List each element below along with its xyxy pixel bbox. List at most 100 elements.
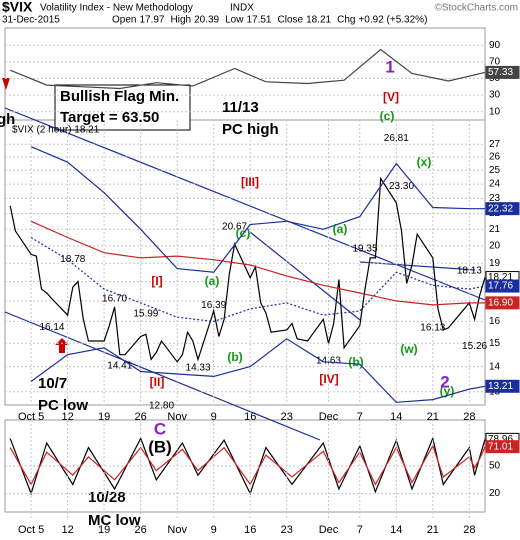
x-tick-label: 21 [427,524,439,536]
x-tick-label: 19 [98,524,110,536]
end-label: 16.90 [488,298,513,309]
wave-label: (c) [380,109,395,123]
up-arrow [55,338,69,353]
wave-label: 1 [385,57,394,76]
x-tick-label: 26 [135,524,147,536]
quote-value: +0.92 (+5.32%) [358,15,427,26]
x-tick-label: Dec [319,411,339,423]
series-line [30,146,485,273]
quote: Open 17.97 High 20.39 Low 17.51 Close 18.21 Chg +… [112,15,427,26]
end-label-box [485,202,520,216]
exchange: INDX [230,3,254,14]
y-tick-label: 16 [489,316,501,327]
pivot-label: 16.14 [39,322,64,333]
x-tick-label: Nov [167,524,187,536]
trend-line [359,261,476,271]
x-tick-label: Nov [167,411,187,423]
source: ©StockCharts.com [434,3,518,14]
y-tick-label: 23 [489,193,501,204]
series-line [30,338,486,403]
y-tick-label: 50 [489,461,501,472]
wave-label: (w) [400,342,417,356]
quote-label: Low [225,15,244,26]
trend-line [249,231,361,321]
x-tick-label: Dec [319,524,339,536]
pivot-label: 18.78 [60,254,85,265]
end-label-box [485,65,520,79]
pivot-label: 26.81 [384,133,409,144]
wave-label: C [154,419,166,438]
y-tick-label: 27 [489,139,501,150]
wave-label: [III] [241,175,259,189]
pivot-label: 16.13 [420,322,445,333]
series-line [9,444,486,486]
series-line [30,220,485,306]
quote-label: High [171,15,192,26]
x-tick-label: 23 [281,524,293,536]
wave-label: [V] [383,90,399,104]
quote-label: Close [278,15,304,26]
x-tick-label: 16 [244,524,256,536]
end-label: 18.21 [488,272,513,283]
y-tick-label: 70 [489,57,501,68]
quote-label: Open [112,15,136,26]
x-tick-label: 19 [98,411,110,423]
pivot-label: 15.26 [462,341,487,352]
note: MC low [88,512,141,529]
wave-label: (a) [205,274,220,288]
x-tick-label: 28 [463,524,475,536]
x-tick-label: Oct 5 [18,524,44,536]
pivot-label: 15.99 [133,308,158,319]
quote-value: 17.97 [139,15,164,26]
y-tick-label: 30 [489,90,501,101]
pivot-label: 20.67 [222,221,247,232]
wave-label: 2 [440,372,449,391]
end-label: 17.76 [488,281,513,292]
pivot-label: 14.33 [186,362,211,373]
pivot-label: 14.63 [316,355,341,366]
y-tick-label: 14 [489,361,501,372]
quote-value: 20.39 [194,15,219,26]
end-label-box [485,296,520,310]
x-tick-label: 14 [390,411,402,423]
pivot-label: 23.30 [389,181,414,192]
note: 11/13 [222,99,259,116]
end-label: 22.32 [488,203,513,214]
quote-value: 18.21 [306,15,331,26]
series-line [9,176,486,363]
date: 31-Dec-2015 [2,15,60,26]
end-label: 13.21 [488,381,513,392]
y-tick-label: 10 [489,106,501,117]
wave-label: [II] [150,375,165,389]
quote-value: 17.51 [246,15,271,26]
note: 10/7 [38,375,67,392]
note: Bullish Flag Min. [60,88,179,105]
y-tick-label: 90 [489,40,501,51]
end-label: 78.96 [488,434,513,445]
y-tick-label: 21 [489,224,501,235]
x-tick-label: 7 [357,524,363,536]
index-name: Volatility Index - New Methodology [40,3,193,14]
series-line [9,48,486,90]
y-tick-label: 19 [489,258,501,269]
quote-label: Chg [337,15,355,26]
pivot-label: 19.35 [352,244,377,255]
x-tick-label: 14 [390,524,402,536]
x-tick-label: 12 [61,524,73,536]
note-box [54,84,191,131]
wave-label: (x) [417,155,432,169]
y-tick-label: 20 [489,488,501,499]
y-tick-label: 15 [489,338,501,349]
note: Target = 63.50 [60,109,159,126]
y-tick-label: 25 [489,165,501,176]
x-tick-label: 26 [135,411,147,423]
x-tick-label: 21 [427,411,439,423]
x-tick-label: Oct 5 [18,411,44,423]
wave-label: (b) [227,350,242,364]
x-tick-label: 28 [463,411,475,423]
pivot-label: 16.70 [102,294,127,305]
y-tick-label: 26 [489,152,501,163]
end-label-box [485,279,520,293]
end-label-box [485,379,520,393]
